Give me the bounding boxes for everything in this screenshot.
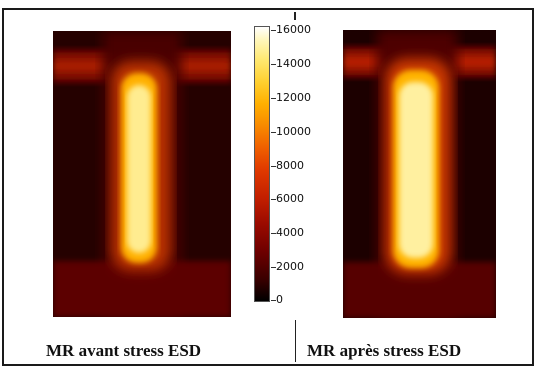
image-after-esd <box>343 30 496 318</box>
colorbar-tick <box>271 166 276 167</box>
colorbar-tick <box>271 267 276 268</box>
image-before-esd <box>53 31 231 317</box>
colorbar-tick <box>271 64 276 65</box>
colorbar-tick-label: 10000 <box>276 125 311 138</box>
colorbar-tick-label: 14000 <box>276 57 311 70</box>
caption-after-esd: MR après stress ESD <box>307 341 462 360</box>
colorbar <box>254 26 270 302</box>
colorbar-tick-label: 16000 <box>276 23 311 36</box>
thermal-map-after <box>343 30 496 318</box>
colorbar-tick <box>271 132 276 133</box>
colorbar-tick-label: 6000 <box>276 192 304 205</box>
colorbar-tick <box>271 300 276 301</box>
caption-divider <box>295 320 296 362</box>
colorbar-tick-label: 4000 <box>276 226 304 239</box>
thermal-map-before <box>53 31 231 317</box>
colorbar-tick <box>271 199 276 200</box>
colorbar-tick <box>271 98 276 99</box>
top-tick-mark <box>294 12 296 20</box>
colorbar-tick-label: 2000 <box>276 260 304 273</box>
colorbar-tick-label: 12000 <box>276 91 311 104</box>
colorbar-tick <box>271 30 276 31</box>
colorbar-tick-label: 8000 <box>276 159 304 172</box>
colorbar-tick-label: 0 <box>276 293 283 306</box>
caption-before-esd: MR avant stress ESD <box>46 341 202 360</box>
colorbar-tick <box>271 233 276 234</box>
